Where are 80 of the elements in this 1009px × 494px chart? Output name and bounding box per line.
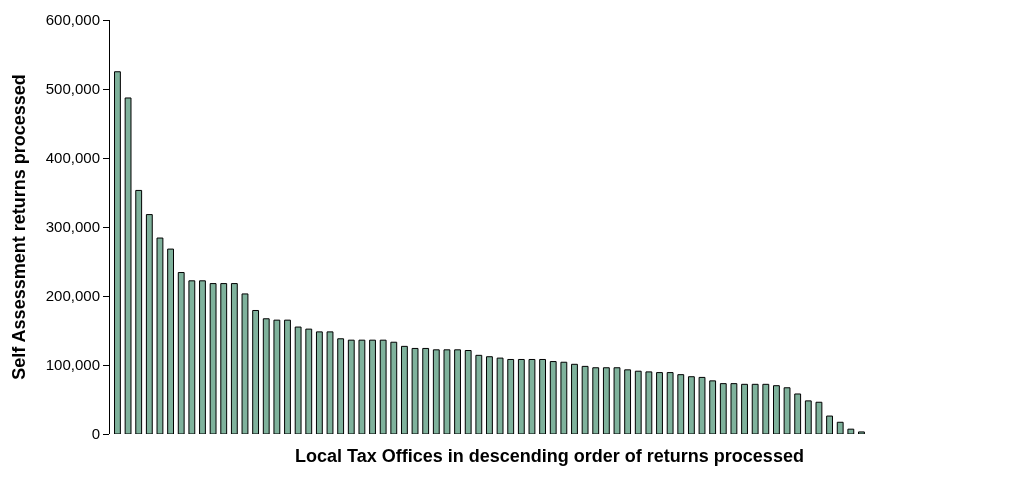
bar — [815, 401, 823, 434]
bar — [634, 370, 642, 434]
bar — [454, 349, 461, 434]
y-tick-label: 200,000 — [45, 287, 100, 305]
bar — [581, 365, 589, 434]
y-axis-title: Self Assessment returns processed — [8, 74, 29, 380]
bar — [379, 339, 387, 434]
bar — [762, 383, 770, 434]
bar — [624, 369, 632, 434]
bar — [220, 283, 228, 434]
bar — [773, 385, 780, 434]
bar — [145, 214, 153, 434]
bar — [666, 372, 674, 434]
bar — [273, 319, 281, 434]
bar — [347, 339, 355, 434]
bar — [719, 383, 727, 434]
bar — [656, 372, 663, 434]
y-tick-label: 400,000 — [45, 149, 100, 167]
bar — [135, 189, 143, 434]
bar — [613, 367, 621, 434]
bar — [369, 339, 376, 434]
bar — [230, 283, 238, 434]
y-tick-label: 300,000 — [45, 218, 100, 236]
bar — [337, 338, 345, 434]
bar — [709, 380, 717, 434]
bar — [475, 354, 483, 434]
bar — [284, 319, 291, 434]
bar — [751, 383, 759, 434]
bar — [571, 363, 578, 434]
bar — [698, 376, 706, 434]
y-tick-label: 100,000 — [45, 356, 100, 374]
bar — [730, 383, 738, 434]
bar — [677, 374, 685, 434]
bar — [358, 339, 366, 434]
bar — [114, 71, 121, 434]
bar — [443, 349, 451, 434]
bar — [390, 341, 398, 434]
bar — [262, 318, 270, 434]
bar — [783, 387, 791, 434]
bar — [177, 272, 185, 434]
bar — [464, 350, 472, 434]
bar — [804, 400, 812, 434]
y-tick-label: 600,000 — [45, 11, 100, 29]
bar — [602, 367, 610, 434]
bar — [326, 331, 334, 434]
bar — [847, 428, 855, 434]
bar — [305, 328, 313, 434]
bar — [422, 347, 430, 434]
bar — [539, 358, 547, 434]
bar — [592, 367, 600, 434]
bar — [315, 331, 323, 434]
bar — [400, 345, 408, 434]
bar — [199, 280, 206, 434]
bar — [741, 383, 748, 434]
bar — [560, 361, 568, 434]
bar — [124, 97, 132, 434]
bar — [507, 358, 515, 434]
y-tick-label: 0 — [91, 425, 100, 443]
bar — [432, 349, 440, 434]
bar — [156, 237, 164, 434]
bar — [549, 361, 557, 434]
bar — [496, 357, 504, 434]
x-axis-title: Local Tax Offices in descending order of returns processed — [295, 446, 804, 467]
bar — [294, 326, 302, 434]
bar — [411, 347, 419, 434]
bar — [188, 280, 196, 434]
bar — [209, 283, 217, 434]
bar — [252, 309, 260, 434]
bar — [836, 421, 844, 434]
bar — [858, 431, 865, 434]
bar — [517, 358, 525, 434]
bar — [645, 371, 653, 434]
bar — [486, 356, 493, 434]
y-tick-label: 500,000 — [45, 80, 100, 98]
bar — [794, 393, 802, 434]
bar — [826, 415, 833, 434]
bar — [167, 248, 175, 434]
bar — [241, 293, 249, 434]
bar — [687, 376, 695, 434]
bar — [528, 358, 536, 434]
